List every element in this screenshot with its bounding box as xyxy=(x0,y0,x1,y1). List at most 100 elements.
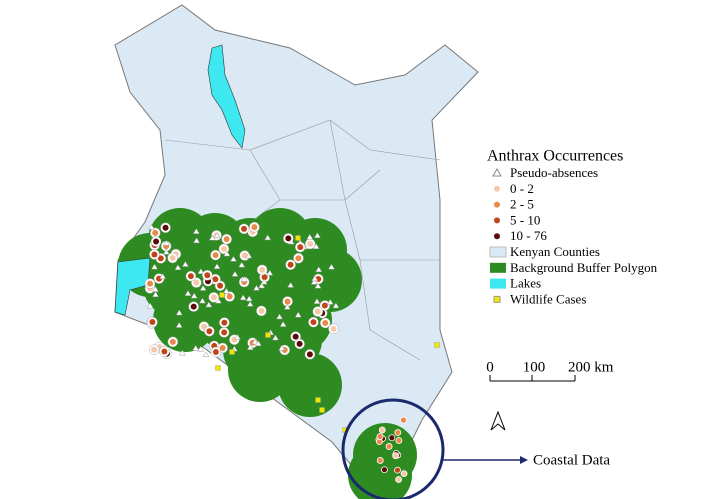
occurrence xyxy=(314,308,321,315)
occurrence xyxy=(306,351,313,358)
pseudo-absence xyxy=(264,234,272,241)
pseudo-absence xyxy=(254,340,262,347)
pseudo-absence xyxy=(199,297,206,304)
pseudo-absence xyxy=(213,232,221,238)
occurrence xyxy=(295,255,302,262)
pseudo-absence xyxy=(279,321,287,327)
occurrence xyxy=(153,238,160,245)
pseudo-absence xyxy=(190,292,198,299)
pseudo-absence xyxy=(240,276,248,282)
legend-label: Lakes xyxy=(510,276,541,291)
pseudo-absence xyxy=(332,302,340,309)
occurrence xyxy=(261,274,268,281)
pseudo-absence xyxy=(162,248,170,255)
legend-label: 5 - 10 xyxy=(510,212,540,227)
occurrence xyxy=(400,470,408,478)
pseudo-absence xyxy=(205,301,213,308)
occurrence xyxy=(241,225,248,232)
legend-symbol xyxy=(490,278,506,289)
pseudo-absence xyxy=(199,284,207,291)
pseudo-absence xyxy=(234,334,241,340)
lake-turkana xyxy=(207,44,246,149)
north-arrow xyxy=(490,410,506,431)
pseudo-absence xyxy=(287,281,295,288)
occurrence xyxy=(204,272,211,279)
occurrence xyxy=(217,282,224,289)
occurrence xyxy=(310,319,317,326)
pseudo-absence xyxy=(230,255,237,262)
pseudo-absence xyxy=(266,269,274,276)
pseudo-absence xyxy=(258,282,266,289)
wildlife-case xyxy=(219,292,225,298)
wildlife-case xyxy=(265,332,271,338)
pseudo-absence xyxy=(202,351,210,358)
occurrence xyxy=(212,276,219,283)
pseudo-absence xyxy=(278,344,286,351)
legend-symbol xyxy=(492,167,502,177)
occurrence xyxy=(206,328,213,335)
wildlife-case xyxy=(229,349,235,355)
legend-label: 10 - 76 xyxy=(510,228,547,243)
occurrence xyxy=(161,348,168,355)
pseudo-absence xyxy=(260,278,268,285)
occurrence xyxy=(220,245,227,252)
occurrence xyxy=(381,466,388,474)
pseudo-absence xyxy=(184,290,192,296)
pseudo-absence xyxy=(246,300,254,307)
occurrence xyxy=(221,319,228,326)
occurrence xyxy=(169,254,176,261)
pseudo-absence xyxy=(175,321,183,328)
occurrence xyxy=(392,452,399,460)
occurrence xyxy=(152,229,159,236)
scale-label: 100 xyxy=(523,359,546,375)
occurrence xyxy=(169,338,176,345)
pseudo-absence xyxy=(152,291,159,298)
legend-symbol xyxy=(493,295,501,303)
scale-bar xyxy=(489,375,576,382)
occurrence xyxy=(162,224,169,231)
pseudo-absence xyxy=(245,295,253,302)
pseudo-absence xyxy=(246,344,254,350)
wildlife-case xyxy=(319,407,325,413)
occurrence xyxy=(147,280,154,287)
pseudo-absence xyxy=(313,298,321,304)
pseudo-absence xyxy=(223,250,231,257)
legend-symbol xyxy=(494,185,500,192)
pseudo-absence xyxy=(238,261,246,268)
occurrence xyxy=(285,235,292,242)
pseudo-absence xyxy=(239,294,247,301)
occurrence xyxy=(210,294,217,301)
occurrence xyxy=(187,273,194,280)
occurrence xyxy=(395,476,403,483)
occurrence xyxy=(400,416,407,424)
pseudo-absence xyxy=(213,263,221,269)
pseudo-absence xyxy=(311,275,319,282)
pseudo-absence xyxy=(174,264,182,271)
legend-symbol xyxy=(489,246,507,258)
pseudo-absence xyxy=(310,278,318,285)
pseudo-absence xyxy=(222,287,230,294)
pseudo-absence xyxy=(306,233,314,240)
lake-victoria xyxy=(114,257,151,316)
occurrence xyxy=(321,302,328,309)
occurrence xyxy=(322,320,329,327)
pseudo-absence xyxy=(151,263,159,270)
pseudo-absence xyxy=(146,302,154,309)
occurrence xyxy=(190,303,197,310)
pseudo-absence xyxy=(193,237,201,244)
scale-label: 0 xyxy=(486,359,494,375)
pseudo-absence xyxy=(253,284,260,291)
occurrence xyxy=(226,293,233,300)
occurrence xyxy=(330,325,337,332)
occurrence xyxy=(251,224,258,231)
callout-label: Coastal Data xyxy=(533,452,610,468)
pseudo-absence xyxy=(163,239,170,246)
legend-label: Background Buffer Polygon xyxy=(510,260,658,275)
occurrence xyxy=(284,298,291,305)
legend-symbol xyxy=(494,233,500,240)
legend-label: Kenyan Counties xyxy=(510,244,600,259)
wildlife-case xyxy=(315,397,321,403)
occurrence xyxy=(258,307,265,314)
